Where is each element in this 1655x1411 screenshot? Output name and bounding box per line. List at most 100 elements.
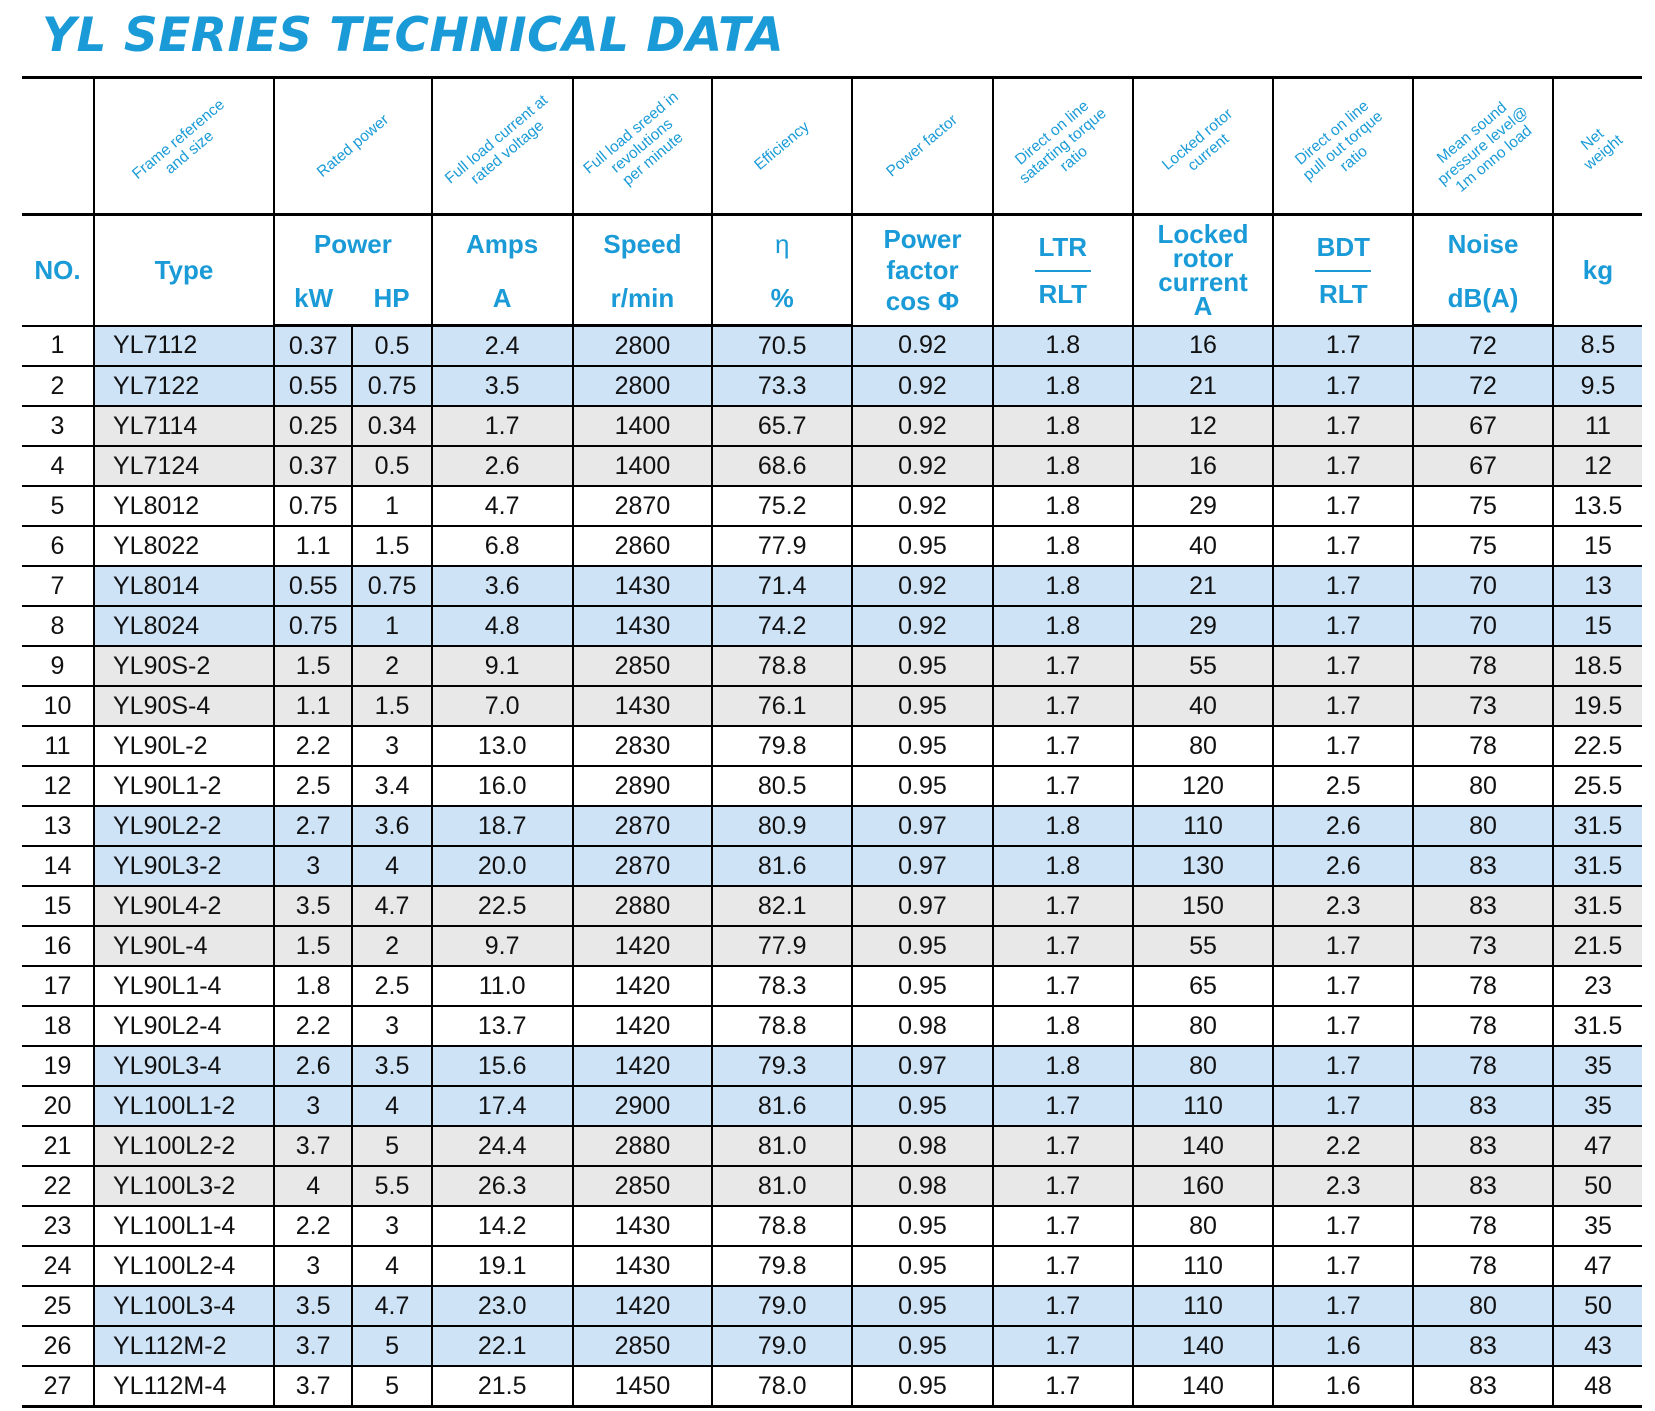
table-row: 26 YL112M-2 3.7 5 22.1 2850 79.0 0.95 1.7 140 1.6 8…: [22, 1325, 1642, 1366]
cell-bdt: 1.7: [1272, 365, 1414, 406]
cell-ltr: 1.7: [991, 765, 1133, 806]
cell-kw: 2.5: [272, 765, 353, 806]
cell-type: YL100L3-4: [93, 1285, 274, 1326]
header-lrc-line2: rotor: [1172, 243, 1234, 274]
cell-hp: 4: [351, 1245, 432, 1286]
cell-hp: 3.4: [351, 765, 432, 806]
cell-speed: 1400: [571, 445, 713, 486]
cell-pf: 0.95: [851, 765, 993, 806]
cell-hp: 0.5: [351, 445, 432, 486]
cell-hp: 0.34: [351, 405, 432, 446]
cell-kw: 3.7: [272, 1125, 353, 1166]
cell-ltr: 1.8: [991, 445, 1133, 486]
cell-pf: 0.98: [851, 1165, 993, 1206]
cell-lrc: 110: [1131, 1285, 1274, 1326]
cell-lrc: 29: [1131, 485, 1274, 526]
cell-bdt: 1.7: [1272, 725, 1414, 766]
header-ltr-top: LTR: [1038, 231, 1088, 262]
cell-kw: 3: [272, 1245, 353, 1286]
cell-pf: 0.92: [851, 365, 993, 406]
cell-bdt: 1.6: [1272, 1325, 1414, 1366]
cell-no: 21: [22, 1125, 94, 1166]
header-lrc-line4: A: [1193, 291, 1213, 322]
cell-eta: 82.1: [711, 885, 853, 926]
cell-eta: 79.0: [711, 1285, 853, 1326]
cell-hp: 1.5: [351, 685, 432, 726]
cell-kw: 0.25: [272, 405, 353, 446]
header-locked-rotor-current: Locked rotor current: [1131, 76, 1274, 215]
cell-ltr: 1.8: [991, 1045, 1133, 1086]
cell-kw: 0.55: [272, 565, 353, 606]
header-eta: η: [711, 213, 853, 272]
cell-type: YL90S-2: [93, 645, 274, 686]
cell-kg: 50: [1551, 1285, 1642, 1326]
table-row: 21 YL100L2-2 3.7 5 24.4 2880 81.0 0.98 1.7 140 2.2…: [22, 1125, 1642, 1166]
header-rated-power: Rated power: [273, 76, 432, 215]
table-row: 18 YL90L2-4 2.2 3 13.7 1420 78.8 0.98 1.8 80 1.7 78…: [22, 1005, 1642, 1046]
cell-pf: 0.92: [851, 405, 993, 446]
cell-bdt: 2.2: [1272, 1125, 1414, 1166]
cell-amps: 16.0: [430, 765, 573, 806]
cell-type: YL90L4-2: [93, 885, 274, 926]
cell-noise: 78: [1412, 1045, 1553, 1086]
cell-kg: 22.5: [1551, 725, 1642, 766]
cell-lrc: 16: [1131, 324, 1274, 366]
cell-lrc: 40: [1131, 685, 1274, 726]
cell-noise: 78: [1412, 1245, 1553, 1286]
cell-ltr: 1.7: [991, 1125, 1133, 1166]
cell-kw: 2.7: [272, 805, 353, 846]
cell-type: YL7124: [93, 445, 274, 486]
cell-speed: 2850: [571, 1165, 713, 1206]
cell-hp: 4: [351, 1085, 432, 1126]
header-net-weight: Net weight: [1551, 76, 1642, 215]
cell-lrc: 140: [1131, 1325, 1274, 1366]
cell-bdt: 1.7: [1272, 525, 1414, 566]
cell-speed: 2830: [571, 725, 713, 766]
cell-amps: 14.2: [430, 1205, 573, 1246]
cell-amps: 3.6: [430, 565, 573, 606]
cell-eta: 73.3: [711, 365, 853, 406]
table-row: 22 YL100L3-2 4 5.5 26.3 2850 81.0 0.98 1.7 160 2.3…: [22, 1165, 1642, 1206]
cell-eta: 71.4: [711, 565, 853, 606]
cell-ltr: 1.7: [991, 645, 1133, 686]
cell-pf: 0.95: [851, 1205, 993, 1246]
cell-amps: 2.4: [430, 324, 573, 366]
cell-eta: 79.0: [711, 1325, 853, 1366]
cell-hp: 2: [351, 925, 432, 966]
cell-no: 20: [22, 1085, 94, 1126]
cell-ltr: 1.7: [991, 1205, 1133, 1246]
header-noise-unit: dB(A): [1412, 272, 1553, 327]
cell-eta: 77.9: [711, 525, 853, 566]
cell-eta: 74.2: [711, 605, 853, 646]
cell-kg: 11: [1551, 405, 1642, 446]
cell-noise: 83: [1412, 1165, 1553, 1206]
header-kw: kW: [272, 272, 353, 327]
cell-ltr: 1.7: [991, 725, 1133, 766]
table-row: 7 YL8014 0.55 0.75 3.6 1430 71.4 0.92 1.8 21 1.7 70…: [22, 565, 1642, 606]
table-body: 1 YL7112 0.37 0.5 2.4 2800 70.5 0.92 1.8 16 1.7 72 8…: [22, 324, 1642, 1408]
cell-speed: 2800: [571, 324, 713, 366]
cell-speed: 2870: [571, 485, 713, 526]
cell-bdt: 1.7: [1272, 324, 1414, 366]
cell-speed: 1430: [571, 605, 713, 646]
cell-amps: 19.1: [430, 1245, 573, 1286]
cell-kw: 1.5: [272, 925, 353, 966]
cell-type: YL90L3-4: [93, 1045, 274, 1086]
cell-hp: 4.7: [351, 1285, 432, 1326]
cell-speed: 1420: [571, 1045, 713, 1086]
cell-lrc: 40: [1131, 525, 1274, 566]
cell-no: 13: [22, 805, 94, 846]
cell-eta: 78.8: [711, 1005, 853, 1046]
header-amps: Amps: [430, 213, 573, 272]
cell-lrc: 55: [1131, 925, 1274, 966]
cell-hp: 5: [351, 1125, 432, 1166]
cell-type: YL100L1-2: [93, 1085, 274, 1126]
header-ltr: LTR RLT: [991, 213, 1133, 326]
cell-kw: 2.2: [272, 1005, 353, 1046]
header-type: Type: [93, 213, 274, 326]
cell-bdt: 2.6: [1272, 845, 1414, 886]
header-frame-reference: Frame reference and size: [93, 76, 274, 215]
cell-noise: 80: [1412, 765, 1553, 806]
cell-noise: 78: [1412, 1205, 1553, 1246]
cell-amps: 3.5: [430, 365, 573, 406]
